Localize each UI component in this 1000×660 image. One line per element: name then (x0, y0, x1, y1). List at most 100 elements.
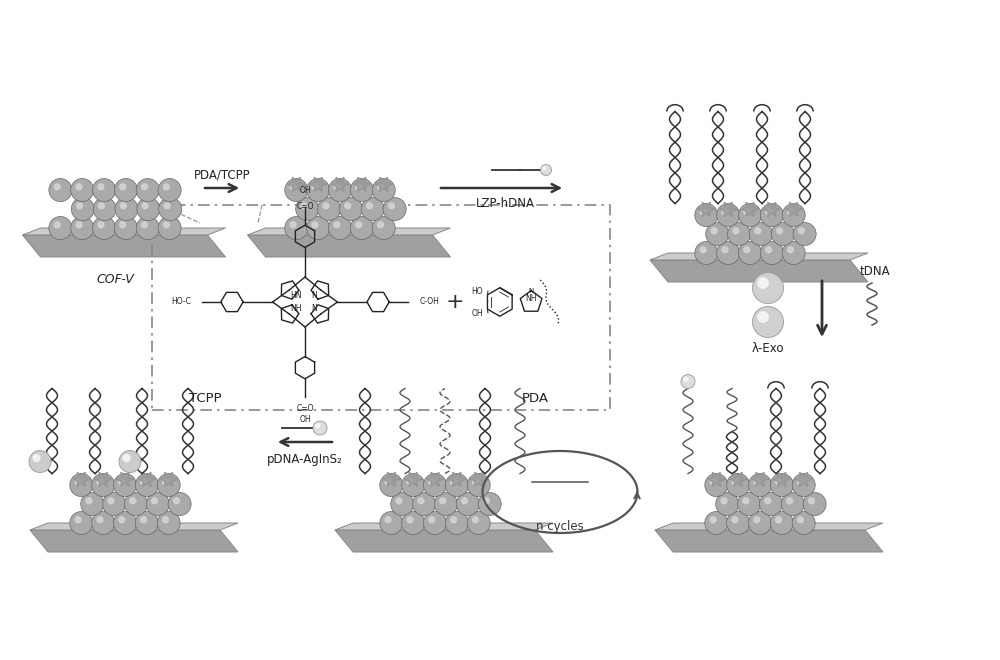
Circle shape (380, 512, 403, 535)
Circle shape (717, 242, 740, 265)
Circle shape (377, 183, 384, 191)
Circle shape (428, 478, 435, 486)
Circle shape (96, 516, 104, 523)
Circle shape (307, 179, 330, 201)
Circle shape (391, 492, 414, 515)
Circle shape (781, 492, 804, 515)
Circle shape (118, 478, 125, 486)
Circle shape (709, 478, 717, 486)
Polygon shape (22, 235, 226, 257)
Circle shape (721, 246, 729, 253)
Circle shape (120, 202, 127, 209)
Circle shape (467, 512, 490, 535)
Circle shape (53, 221, 61, 228)
Circle shape (417, 497, 425, 504)
Circle shape (406, 478, 414, 486)
Circle shape (328, 179, 352, 201)
Polygon shape (720, 203, 736, 216)
Circle shape (75, 183, 83, 191)
Text: NH: NH (291, 304, 302, 313)
Circle shape (380, 473, 403, 496)
Circle shape (350, 216, 373, 240)
Polygon shape (655, 530, 883, 552)
Circle shape (355, 183, 362, 191)
Text: C=O: C=O (296, 202, 314, 211)
Circle shape (699, 208, 707, 216)
Polygon shape (730, 473, 746, 486)
Text: λ-Exo: λ-Exo (752, 342, 784, 355)
Circle shape (92, 512, 115, 535)
Circle shape (285, 179, 308, 201)
Circle shape (93, 197, 116, 220)
Circle shape (753, 478, 760, 486)
Circle shape (748, 512, 772, 535)
Circle shape (350, 179, 373, 201)
Polygon shape (752, 473, 768, 486)
Circle shape (141, 183, 148, 191)
Circle shape (124, 492, 147, 515)
Circle shape (388, 202, 395, 209)
Polygon shape (449, 473, 465, 486)
Circle shape (786, 497, 793, 504)
Circle shape (709, 516, 717, 523)
Circle shape (439, 497, 446, 504)
Polygon shape (796, 473, 812, 486)
Circle shape (434, 492, 457, 515)
Circle shape (728, 222, 751, 246)
Circle shape (749, 222, 772, 246)
Circle shape (146, 492, 169, 515)
Circle shape (775, 516, 782, 523)
Circle shape (49, 179, 72, 201)
Circle shape (423, 473, 446, 496)
Polygon shape (95, 473, 111, 486)
Circle shape (107, 497, 115, 504)
Circle shape (97, 183, 105, 191)
Circle shape (285, 216, 308, 240)
Circle shape (782, 242, 805, 265)
Polygon shape (650, 260, 868, 282)
Circle shape (395, 497, 403, 504)
Circle shape (748, 473, 772, 496)
Circle shape (136, 179, 159, 201)
Circle shape (70, 473, 93, 496)
Circle shape (377, 221, 384, 228)
Circle shape (157, 473, 180, 496)
Polygon shape (332, 178, 348, 191)
Circle shape (49, 216, 72, 240)
Polygon shape (22, 228, 226, 235)
Circle shape (163, 221, 170, 228)
Circle shape (782, 203, 805, 226)
Circle shape (71, 197, 94, 220)
Circle shape (53, 183, 61, 191)
Polygon shape (117, 473, 133, 486)
Circle shape (753, 516, 760, 523)
Polygon shape (427, 473, 443, 486)
Circle shape (731, 478, 739, 486)
Polygon shape (30, 530, 238, 552)
Polygon shape (288, 178, 304, 191)
Circle shape (96, 478, 104, 486)
Circle shape (792, 512, 815, 535)
Circle shape (372, 179, 395, 201)
Circle shape (765, 246, 772, 253)
Text: N: N (311, 304, 317, 313)
Circle shape (97, 221, 105, 228)
Circle shape (307, 216, 330, 240)
Circle shape (93, 216, 116, 240)
Circle shape (315, 423, 320, 428)
Circle shape (114, 216, 137, 240)
Circle shape (445, 512, 468, 535)
Text: +: + (446, 292, 464, 312)
Circle shape (753, 306, 784, 337)
Circle shape (384, 516, 392, 523)
Circle shape (151, 497, 158, 504)
Circle shape (75, 221, 83, 228)
Circle shape (85, 497, 93, 504)
Circle shape (136, 216, 159, 240)
Circle shape (706, 222, 729, 246)
Circle shape (311, 221, 319, 228)
Circle shape (114, 473, 136, 496)
Text: N: N (311, 291, 317, 300)
Circle shape (119, 221, 126, 228)
Circle shape (753, 273, 784, 304)
